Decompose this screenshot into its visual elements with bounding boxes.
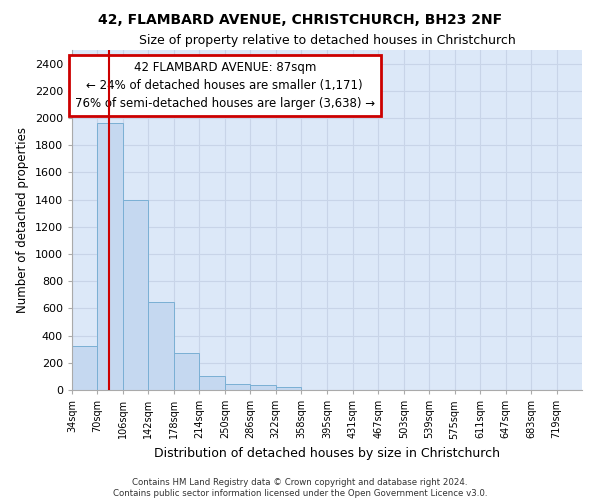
Text: 42 FLAMBARD AVENUE: 87sqm
← 24% of detached houses are smaller (1,171)
76% of se: 42 FLAMBARD AVENUE: 87sqm ← 24% of detac…: [75, 61, 375, 110]
Bar: [174, 354, 199, 390]
Bar: [225, 384, 250, 390]
Bar: [276, 387, 301, 390]
Bar: [250, 385, 276, 390]
Text: 42, FLAMBARD AVENUE, CHRISTCHURCH, BH23 2NF: 42, FLAMBARD AVENUE, CHRISTCHURCH, BH23 …: [98, 12, 502, 26]
Bar: [123, 200, 148, 390]
Bar: [148, 302, 174, 390]
Title: Size of property relative to detached houses in Christchurch: Size of property relative to detached ho…: [139, 34, 515, 48]
Y-axis label: Number of detached properties: Number of detached properties: [16, 127, 29, 313]
Bar: [72, 346, 97, 390]
Text: Contains HM Land Registry data © Crown copyright and database right 2024.
Contai: Contains HM Land Registry data © Crown c…: [113, 478, 487, 498]
X-axis label: Distribution of detached houses by size in Christchurch: Distribution of detached houses by size …: [154, 447, 500, 460]
Bar: [199, 376, 225, 390]
Bar: [97, 124, 123, 390]
